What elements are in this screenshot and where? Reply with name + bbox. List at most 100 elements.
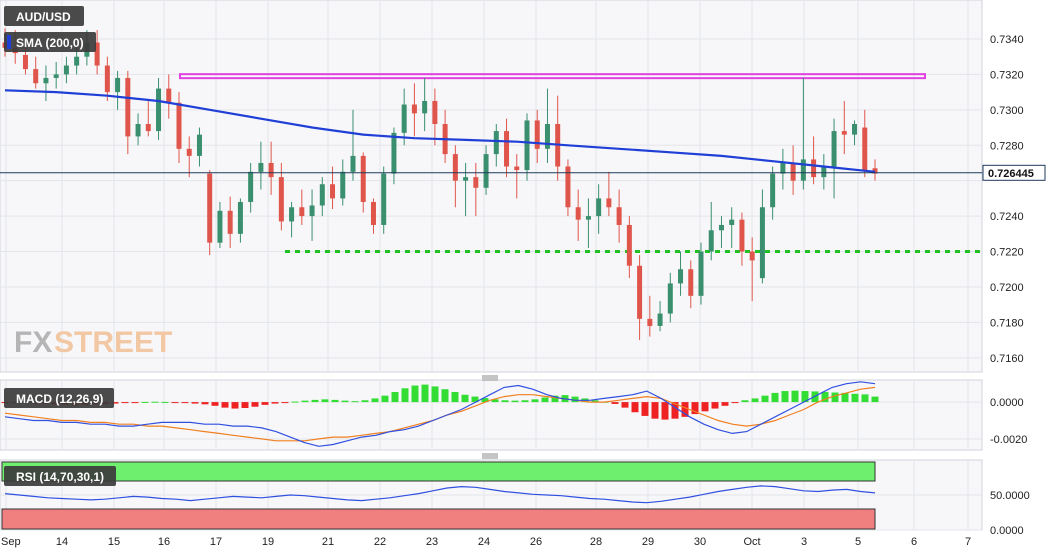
candle [544,88,550,163]
macd-histogram-bar [551,395,559,403]
macd-tick-label: 0.0000 [990,397,1024,409]
candle [770,166,776,220]
candle-body [852,124,858,135]
candle-body [811,159,817,178]
candle-body [770,173,776,208]
candle-body [381,173,387,225]
candle-body [647,318,653,326]
macd-histogram-bar [291,401,299,403]
macd-panel-resize-handle[interactable] [482,375,498,381]
sma-badge-bg [4,32,96,52]
time-tick-label: 23 [426,536,438,548]
symbol-label: AUD/USD [16,10,71,24]
macd-histogram-bar [871,396,879,403]
candle-body [718,224,724,231]
candle-body [759,207,765,279]
time-tick-label: 19 [262,536,274,548]
macd-histogram-bar [131,402,139,404]
macd-lines [4,381,876,447]
candle-body [340,171,346,199]
time-tick-label: 14 [56,536,68,548]
macd-histogram-bar [781,391,789,403]
candle-body [33,69,39,84]
candle-body [176,102,182,149]
candle-body [196,134,202,156]
macd-histogram-bar [471,396,479,403]
macd-histogram-bar [461,394,469,403]
candle-body [350,155,356,172]
time-tick-label: 28 [590,536,602,548]
candle [432,88,438,146]
rsi-indicator-badge[interactable]: RSI (14,70,30,1) [4,466,116,486]
macd-histogram-bar [201,402,209,405]
macd-histogram-bar [541,397,549,403]
candle-body [360,155,366,202]
candle [422,77,428,132]
candle-body [319,184,325,206]
candle-body [166,88,172,103]
macd-label: MACD (12,26,9) [16,392,103,406]
candle [688,260,694,309]
macd-histogram-bar [331,399,339,403]
candles [2,28,878,341]
symbol-badge-bg [4,6,84,26]
candle [483,145,489,195]
candle [667,272,673,323]
macd-histogram-bar [351,401,359,403]
macd-histogram-bar [741,400,749,403]
rsi-oversold-band [1,508,876,530]
macd-axis-ticks: 0.0000 -0.0020 [990,397,1027,446]
macd-histogram-bar [711,402,719,409]
time-tick-label: 24 [478,536,490,548]
candle-body [514,166,520,171]
candle [63,56,69,84]
rsi-panel-resize-handle[interactable] [482,453,498,459]
macd-histogram-bar [171,402,179,404]
candle [268,141,274,195]
macd-histogram-bar [851,393,859,403]
candle-body [729,219,735,225]
macd-histogram-bar [411,385,419,403]
macd-histogram-bar [521,400,529,403]
candle-body [432,100,438,124]
candle-body [186,148,192,156]
time-tick-label: 15 [108,536,120,548]
macd-panel-bg [0,379,983,451]
candle-body [309,205,315,217]
candle [780,148,786,190]
macd-histogram-bar [701,402,709,412]
macd-histogram-bar [191,402,199,404]
candle-body [401,104,407,133]
macd-histogram-bar [621,402,629,408]
time-tick-label: 22 [374,536,386,548]
candle [248,162,254,213]
candle-body [289,207,295,222]
macd-histogram-bar [801,391,809,403]
candle-body [330,184,336,199]
macd-histogram-bar [311,399,319,403]
candle [360,152,366,213]
macd-histogram-bar [141,401,149,403]
time-tick-label: 6 [911,536,917,548]
macd-histogram-bar [281,402,289,404]
resistance-level [179,73,926,80]
macd-indicator-badge[interactable]: MACD (12,26,9) [4,388,114,408]
macd-histogram-bar [821,391,829,403]
candle [227,196,233,248]
candle [524,113,530,181]
price-tick-label: 0.7180 [990,317,1024,329]
symbol-badge[interactable]: AUD/USD [4,6,84,26]
candle [616,189,622,243]
rsi-line-layer [4,485,876,504]
candle-body [391,132,397,174]
candle [504,118,510,178]
candle-body [637,265,643,319]
sma-indicator-badge[interactable]: SMA (200,0) [4,32,96,52]
candle [647,295,653,337]
candle-body [94,42,100,66]
candle-body [145,124,151,132]
time-tick-label: 17 [210,536,222,548]
candle [626,216,632,279]
candle-body [268,162,274,178]
